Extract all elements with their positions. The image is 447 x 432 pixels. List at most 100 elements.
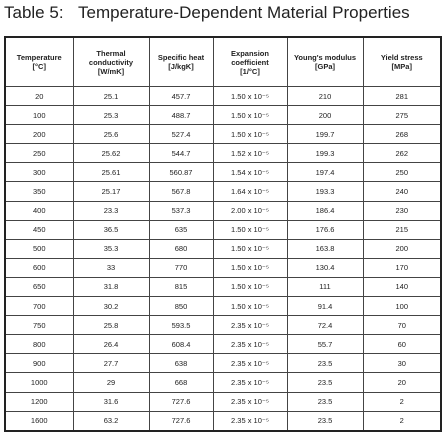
table-cell: 2.35 x 10⁻⁵: [212, 410, 288, 432]
table-cell: 488.7: [148, 105, 214, 126]
table-cell: 31.6: [72, 391, 150, 412]
table-cell: 1.64 x 10⁻⁵: [212, 181, 288, 202]
table-cell: 750: [4, 315, 74, 336]
column-header: Specific heat [J/kgK]: [148, 36, 214, 87]
table-cell: 140: [362, 276, 442, 298]
table-cell: 35.3: [72, 238, 150, 259]
table-row: 20 25.1 457.7 1.50 x 10⁻⁵ 210 281: [4, 85, 442, 107]
table-cell: 29: [72, 372, 150, 393]
table-cell: 26.4: [72, 334, 150, 355]
table-cell: 200: [4, 124, 74, 145]
column-name: Yield stress: [380, 53, 423, 62]
table-cell: 650: [4, 276, 74, 298]
table-cell: 2.00 x 10⁻⁵: [212, 200, 288, 221]
table-cell: 100: [362, 296, 442, 317]
table-cell: 199.3: [286, 143, 364, 164]
table-cell: 163.8: [286, 238, 364, 259]
table-cell: 30: [362, 353, 442, 374]
table-cell: 170: [362, 257, 442, 278]
table-cell: 1.50 x 10⁻⁵: [212, 124, 288, 145]
table-row: 700 30.2 850 1.50 x 10⁻⁵ 91.4 100: [4, 296, 442, 317]
table-cell: 70: [362, 315, 442, 336]
table-cell: 815: [148, 276, 214, 298]
table-row: 500 35.3 680 1.50 x 10⁻⁵ 163.8 200: [4, 238, 442, 259]
table-cell: 527.4: [148, 124, 214, 145]
column-unit: [°C]: [32, 62, 46, 71]
table-cell: 1200: [4, 391, 74, 412]
table-cell: 72.4: [286, 315, 364, 336]
column-header: Young's modulus [GPa]: [286, 36, 364, 87]
table-row: 200 25.6 527.4 1.50 x 10⁻⁵ 199.7 268: [4, 124, 442, 145]
table-cell: 250: [362, 162, 442, 183]
table-cell: 91.4: [286, 296, 364, 317]
table-row: 750 25.8 593.5 2.35 x 10⁻⁵ 72.4 70: [4, 315, 442, 336]
table-cell: 33: [72, 257, 150, 278]
table-row: 650 31.8 815 1.50 x 10⁻⁵ 111 140: [4, 276, 442, 298]
table-cell: 25.1: [72, 85, 150, 107]
table-cell: 593.5: [148, 315, 214, 336]
table-cell: 457.7: [148, 85, 214, 107]
table-cell: 2: [362, 391, 442, 412]
column-unit: [J/kgK]: [168, 62, 194, 71]
column-header: Yield stress [MPa]: [362, 36, 442, 87]
table-row: 250 25.62 544.7 1.52 x 10⁻⁵ 199.3 262: [4, 143, 442, 164]
table-cell: 215: [362, 219, 442, 240]
table-cell: 1.50 x 10⁻⁵: [212, 219, 288, 240]
table-cell: 240: [362, 181, 442, 202]
table-cell: 770: [148, 257, 214, 278]
table-cell: 638: [148, 353, 214, 374]
table-cell: 27.7: [72, 353, 150, 374]
table-cell: 567.8: [148, 181, 214, 202]
table-cell: 800: [4, 334, 74, 355]
table-cell: 250: [4, 143, 74, 164]
table-row: 600 33 770 1.50 x 10⁻⁵ 130.4 170: [4, 257, 442, 278]
table-cell: 25.6: [72, 124, 150, 145]
column-name: Specific heat: [157, 53, 205, 62]
table-cell: 210: [286, 85, 364, 107]
table-label: Table 5:: [4, 3, 64, 22]
table-cell: 668: [148, 372, 214, 393]
table-cell: 727.6: [148, 410, 214, 432]
table-cell: 1.50 x 10⁻⁵: [212, 296, 288, 317]
table-cell: 186.4: [286, 200, 364, 221]
table-cell: 23.5: [286, 391, 364, 412]
column-unit: [1/°C]: [240, 66, 260, 76]
table-cell: 700: [4, 296, 74, 317]
table-cell: 268: [362, 124, 442, 145]
table-cell: 197.4: [286, 162, 364, 183]
column-header: Thermal conductivity [W/mK]: [72, 36, 150, 87]
table-cell: 275: [362, 105, 442, 126]
table-row: 400 23.3 537.3 2.00 x 10⁻⁵ 186.4 230: [4, 200, 442, 221]
table-cell: 200: [362, 238, 442, 259]
table-cell: 23.5: [286, 410, 364, 432]
column-header: Temperature [°C]: [4, 36, 74, 87]
table-cell: 1.50 x 10⁻⁵: [212, 257, 288, 278]
table-row: 450 36.5 635 1.50 x 10⁻⁵ 176.6 215: [4, 219, 442, 240]
table-cell: 2.35 x 10⁻⁵: [212, 334, 288, 355]
table-cell: 300: [4, 162, 74, 183]
table-cell: 600: [4, 257, 74, 278]
table-cell: 25.61: [72, 162, 150, 183]
table-row: 100 25.3 488.7 1.50 x 10⁻⁵ 200 275: [4, 105, 442, 126]
table-row: 300 25.61 560.87 1.54 x 10⁻⁵ 197.4 250: [4, 162, 442, 183]
table-cell: 23.5: [286, 353, 364, 374]
table-cell: 1600: [4, 410, 74, 432]
table-cell: 23.3: [72, 200, 150, 221]
table-cell: 262: [362, 143, 442, 164]
table-cell: 111: [286, 276, 364, 298]
column-unit: [W/mK]: [97, 66, 125, 76]
table-cell: 1.50 x 10⁻⁵: [212, 276, 288, 298]
column-name: Young's modulus: [293, 53, 357, 62]
table-cell: 100: [4, 105, 74, 126]
column-unit: [MPa]: [391, 62, 412, 71]
header-row: Temperature [°C] Thermal conductivity [W/mK…: [4, 36, 442, 87]
table-cell: 281: [362, 85, 442, 107]
table-cell: 544.7: [148, 143, 214, 164]
table-cell: 2.35 x 10⁻⁵: [212, 315, 288, 336]
table-cell: 2: [362, 410, 442, 432]
table-cell: 1000: [4, 372, 74, 393]
table-cell: 193.3: [286, 181, 364, 202]
table-cell: 31.8: [72, 276, 150, 298]
table-cell: 20: [4, 85, 74, 107]
